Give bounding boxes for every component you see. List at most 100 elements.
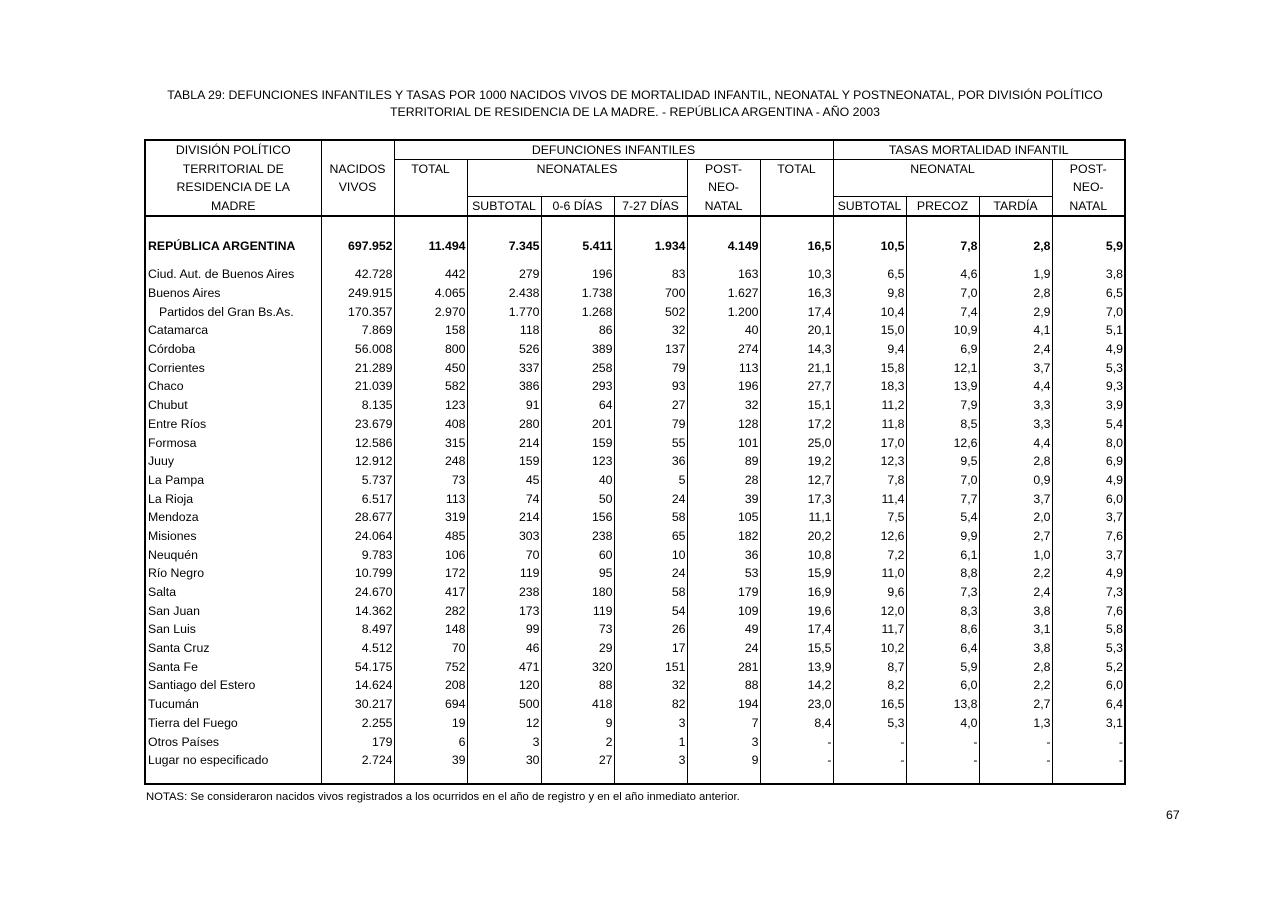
cell-value: 12,7 xyxy=(759,470,834,490)
row-name: Salta xyxy=(144,582,322,602)
cell-value: 16,3 xyxy=(759,283,834,303)
cell-value: 83 xyxy=(613,265,688,284)
cell-value: 7,3 xyxy=(905,582,980,602)
row-name: Córdoba xyxy=(144,339,322,359)
cell-value: 7,6 xyxy=(1051,601,1126,621)
cell-value: 2.724 xyxy=(320,750,395,770)
cell-value: 179 xyxy=(686,582,761,602)
cell-value: 6,4 xyxy=(905,638,980,658)
cell-value: 16,9 xyxy=(759,582,834,602)
table-row: Partidos del Gran Bs.As. 170.357 2.970 1.77… xyxy=(144,302,1126,322)
cell-value: 73 xyxy=(393,470,468,490)
title-line-2: TERRITORIAL DE RESIDENCIA DE LA MADRE. -… xyxy=(390,105,880,119)
cell-value: 11,8 xyxy=(832,414,907,434)
header-def-post: NEO- xyxy=(686,178,761,197)
cell-value: 6,4 xyxy=(1051,694,1126,714)
cell-value: 4.512 xyxy=(320,638,395,658)
cell-value: 17,4 xyxy=(759,620,834,639)
cell-value: 42.728 xyxy=(320,265,395,284)
cell-value: 293 xyxy=(540,377,615,396)
header-tasa-post: NEO- xyxy=(1051,178,1126,197)
cell-value: 159 xyxy=(466,451,542,471)
cell-value: 4,6 xyxy=(905,265,980,284)
cell-value: 45 xyxy=(466,470,542,490)
cell-value: - xyxy=(905,750,980,770)
cell-value: 214 xyxy=(466,507,542,527)
cell-value: 8,5 xyxy=(905,414,980,434)
cell-value: 4,9 xyxy=(1051,564,1126,583)
cell-value: 408 xyxy=(393,414,468,434)
cell-value: 214 xyxy=(466,433,542,452)
cell-value: 106 xyxy=(393,545,468,564)
cell-value: 9 xyxy=(686,750,761,770)
cell-value: 5,3 xyxy=(1051,638,1126,658)
cell-value: 32 xyxy=(613,676,688,695)
cell-value: 21,1 xyxy=(759,358,834,378)
page-number: 67 xyxy=(1166,808,1180,822)
cell-value: 29 xyxy=(540,638,615,658)
cell-value: 8,8 xyxy=(905,564,980,583)
cell-value: 526 xyxy=(466,339,542,359)
cell-value: 54 xyxy=(613,601,688,621)
cell-value: 16,5 xyxy=(759,216,834,253)
header-def-subtotal: SUBTOTAL xyxy=(466,196,542,217)
cell-value: 389 xyxy=(540,339,615,359)
cell-value: 20,2 xyxy=(759,526,834,546)
cell-value: 2,8 xyxy=(978,451,1053,471)
table-row: Santa Cruz 4.512 70 46 29 17 24 15,5 10,2 6,4 3,8 5… xyxy=(144,638,1126,658)
cell-value: 7,7 xyxy=(905,489,980,508)
cell-value: 2,9 xyxy=(978,302,1053,322)
cell-value: 0,9 xyxy=(978,470,1053,490)
header-division: MADRE xyxy=(144,196,322,217)
cell-value: 2,7 xyxy=(978,526,1053,546)
cell-value: 172 xyxy=(393,564,468,583)
cell-value: 1.738 xyxy=(540,283,615,303)
cell-value: 7.345 xyxy=(466,216,542,253)
cell-value: 3,7 xyxy=(978,358,1053,378)
cell-value: 17,3 xyxy=(759,489,834,508)
row-name: REPÚBLICA ARGENTINA xyxy=(144,216,322,253)
cell-value: 14,2 xyxy=(759,676,834,695)
row-name: Corrientes xyxy=(144,358,322,378)
cell-value: 27,7 xyxy=(759,377,834,396)
cell-value: 9,8 xyxy=(832,283,907,303)
row-name: Formosa xyxy=(144,433,322,452)
header-tasa-subtotal: SUBTOTAL xyxy=(832,196,907,217)
cell-value: 79 xyxy=(613,358,688,378)
cell-value: 14,3 xyxy=(759,339,834,359)
header-nacidos xyxy=(320,140,395,160)
cell-value: 24.670 xyxy=(320,582,395,602)
cell-value: 1.934 xyxy=(613,216,688,253)
cell-value: 5,4 xyxy=(1051,414,1126,434)
cell-value: 1,3 xyxy=(978,713,1053,733)
cell-value: 194 xyxy=(686,694,761,714)
cell-value: 17,4 xyxy=(759,302,834,322)
cell-value: 39 xyxy=(393,750,468,770)
cell-value: 700 xyxy=(613,283,688,303)
cell-value: 2,4 xyxy=(978,339,1053,359)
cell-value: 156 xyxy=(540,507,615,527)
cell-value: 3,8 xyxy=(978,638,1053,658)
header-nacidos: VIVOS xyxy=(320,178,395,197)
cell-value: 4,9 xyxy=(1051,339,1126,359)
row-name: Santiago del Estero xyxy=(144,676,322,695)
cell-value: 10,9 xyxy=(905,321,980,340)
cell-value: 82 xyxy=(613,694,688,714)
cell-value: 101 xyxy=(686,433,761,452)
cell-value: - xyxy=(832,732,907,751)
cell-value: 7,0 xyxy=(905,283,980,303)
cell-value: 158 xyxy=(393,321,468,340)
cell-value: 320 xyxy=(540,657,615,677)
cell-value: 27 xyxy=(613,395,688,415)
cell-value: 4,4 xyxy=(978,377,1053,396)
cell-value: 2 xyxy=(540,732,615,751)
cell-value: 17,0 xyxy=(832,433,907,452)
cell-value: 36 xyxy=(613,451,688,471)
cell-value: 21.289 xyxy=(320,358,395,378)
cell-value: 137 xyxy=(613,339,688,359)
cell-value: 2,2 xyxy=(978,564,1053,583)
cell-value: 179 xyxy=(320,732,395,751)
cell-value: 91 xyxy=(466,395,542,415)
table-row: Juuy 12.912 248 159 123 36 89 19,2 12,3 9,5 2,8 6,9 xyxy=(144,451,1126,471)
cell-value: 89 xyxy=(686,451,761,471)
